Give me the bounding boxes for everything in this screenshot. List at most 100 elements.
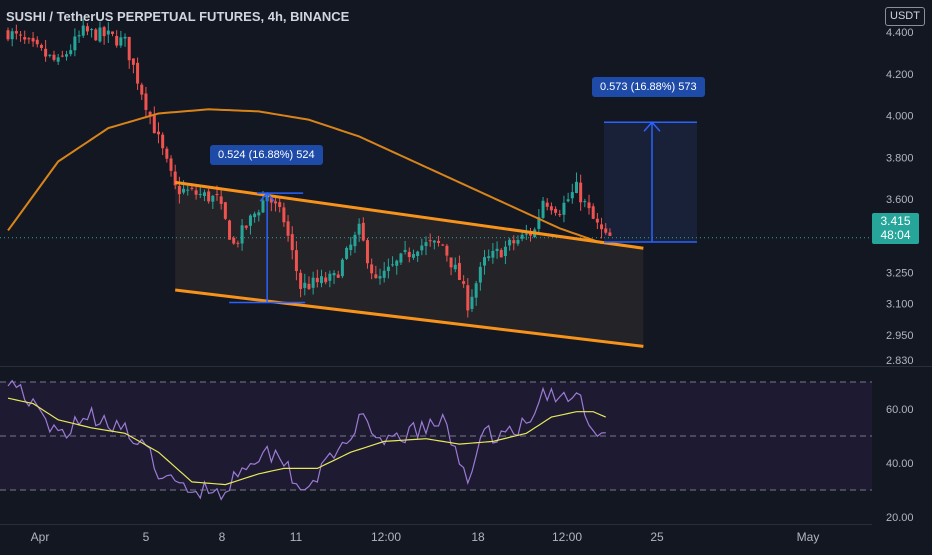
- candle-body: [545, 202, 549, 207]
- candle: [228, 219, 232, 240]
- candle-body: [411, 254, 415, 258]
- candle: [173, 164, 177, 190]
- candle: [303, 273, 307, 296]
- candle-body: [56, 57, 60, 62]
- candle: [286, 215, 290, 242]
- candle-body: [512, 240, 516, 244]
- candle-body: [127, 36, 131, 61]
- candle-body: [198, 194, 202, 196]
- candle-body: [144, 93, 148, 110]
- candle: [6, 27, 10, 42]
- candle: [537, 209, 541, 235]
- candle-body: [583, 201, 587, 203]
- candle: [541, 197, 545, 220]
- candle-body: [6, 30, 10, 40]
- candle-body: [223, 202, 227, 219]
- candle: [604, 223, 608, 235]
- candle: [202, 189, 206, 202]
- candle: [432, 240, 436, 250]
- candle-body: [123, 36, 127, 39]
- candle: [278, 195, 282, 213]
- candle-body: [294, 250, 298, 272]
- candle-body: [608, 232, 612, 236]
- candle: [248, 214, 252, 235]
- candle: [65, 50, 69, 61]
- time-axis-tick: 12:00: [552, 530, 582, 544]
- candle: [399, 252, 403, 266]
- price-axis-tick: 2.950: [886, 330, 914, 342]
- candle: [282, 202, 286, 227]
- candle-body: [336, 274, 340, 278]
- candle-body: [81, 25, 85, 36]
- candle-body: [399, 253, 403, 263]
- candle: [299, 269, 303, 298]
- time-axis-tick: 12:00: [371, 530, 401, 544]
- candle: [336, 270, 340, 279]
- candle-body: [587, 202, 591, 209]
- candles-group: [6, 18, 612, 318]
- candle-body: [52, 54, 56, 60]
- candle-body: [173, 171, 177, 186]
- candle: [244, 225, 248, 230]
- candle: [483, 249, 487, 275]
- candle-body: [98, 27, 102, 42]
- rsi-axis-tick: 40.00: [886, 458, 914, 470]
- candle: [115, 30, 119, 48]
- candle: [31, 32, 35, 47]
- price-axis-tick: 3.250: [886, 267, 914, 279]
- candle-body: [520, 234, 524, 239]
- candle-body: [345, 247, 349, 259]
- candle: [491, 242, 495, 264]
- rsi-axis-tick: 20.00: [886, 512, 914, 524]
- candle: [236, 240, 240, 248]
- candle-body: [290, 234, 294, 251]
- candle: [361, 217, 365, 242]
- candle-body: [169, 158, 173, 171]
- candle: [19, 31, 23, 42]
- candle: [119, 30, 123, 48]
- time-axis-tick: 25: [650, 530, 664, 544]
- candle: [207, 188, 211, 204]
- candle-body: [340, 259, 344, 277]
- candle: [148, 110, 152, 125]
- candle-body: [491, 250, 495, 258]
- candle-body: [529, 233, 532, 236]
- candle: [516, 235, 520, 247]
- candle: [311, 271, 315, 295]
- candle-body: [378, 276, 382, 279]
- currency-button[interactable]: USDT: [885, 7, 925, 26]
- candle: [144, 86, 148, 117]
- candle-body: [136, 62, 140, 84]
- candle-body: [516, 239, 520, 244]
- candle-body: [31, 38, 35, 42]
- price-axis-tick: 4.400: [886, 27, 914, 39]
- candle-body: [487, 256, 491, 259]
- candle-body: [595, 218, 599, 223]
- candle-body: [503, 246, 507, 257]
- candle-body: [156, 131, 160, 135]
- measure-label-right: 0.573 (16.88%) 573: [592, 77, 705, 97]
- candle-body: [161, 134, 165, 149]
- candle-body: [90, 29, 94, 31]
- candle: [583, 198, 587, 208]
- channel-fill: [175, 182, 644, 347]
- candle-body: [478, 266, 482, 283]
- candle-body: [278, 202, 282, 207]
- candle: [378, 268, 382, 285]
- candle-body: [328, 273, 332, 281]
- candle: [69, 44, 73, 57]
- price-axis-tick: 4.000: [886, 111, 914, 123]
- candle-body: [106, 30, 110, 35]
- rsi-axis-tick: 60.00: [886, 404, 914, 416]
- candle: [257, 209, 261, 222]
- candle: [332, 270, 336, 284]
- candle-body: [148, 111, 152, 116]
- candle-body: [69, 50, 73, 55]
- candle-body: [541, 200, 545, 218]
- candle: [98, 21, 102, 43]
- candle: [56, 53, 60, 65]
- candle: [39, 43, 43, 51]
- candle: [386, 258, 390, 279]
